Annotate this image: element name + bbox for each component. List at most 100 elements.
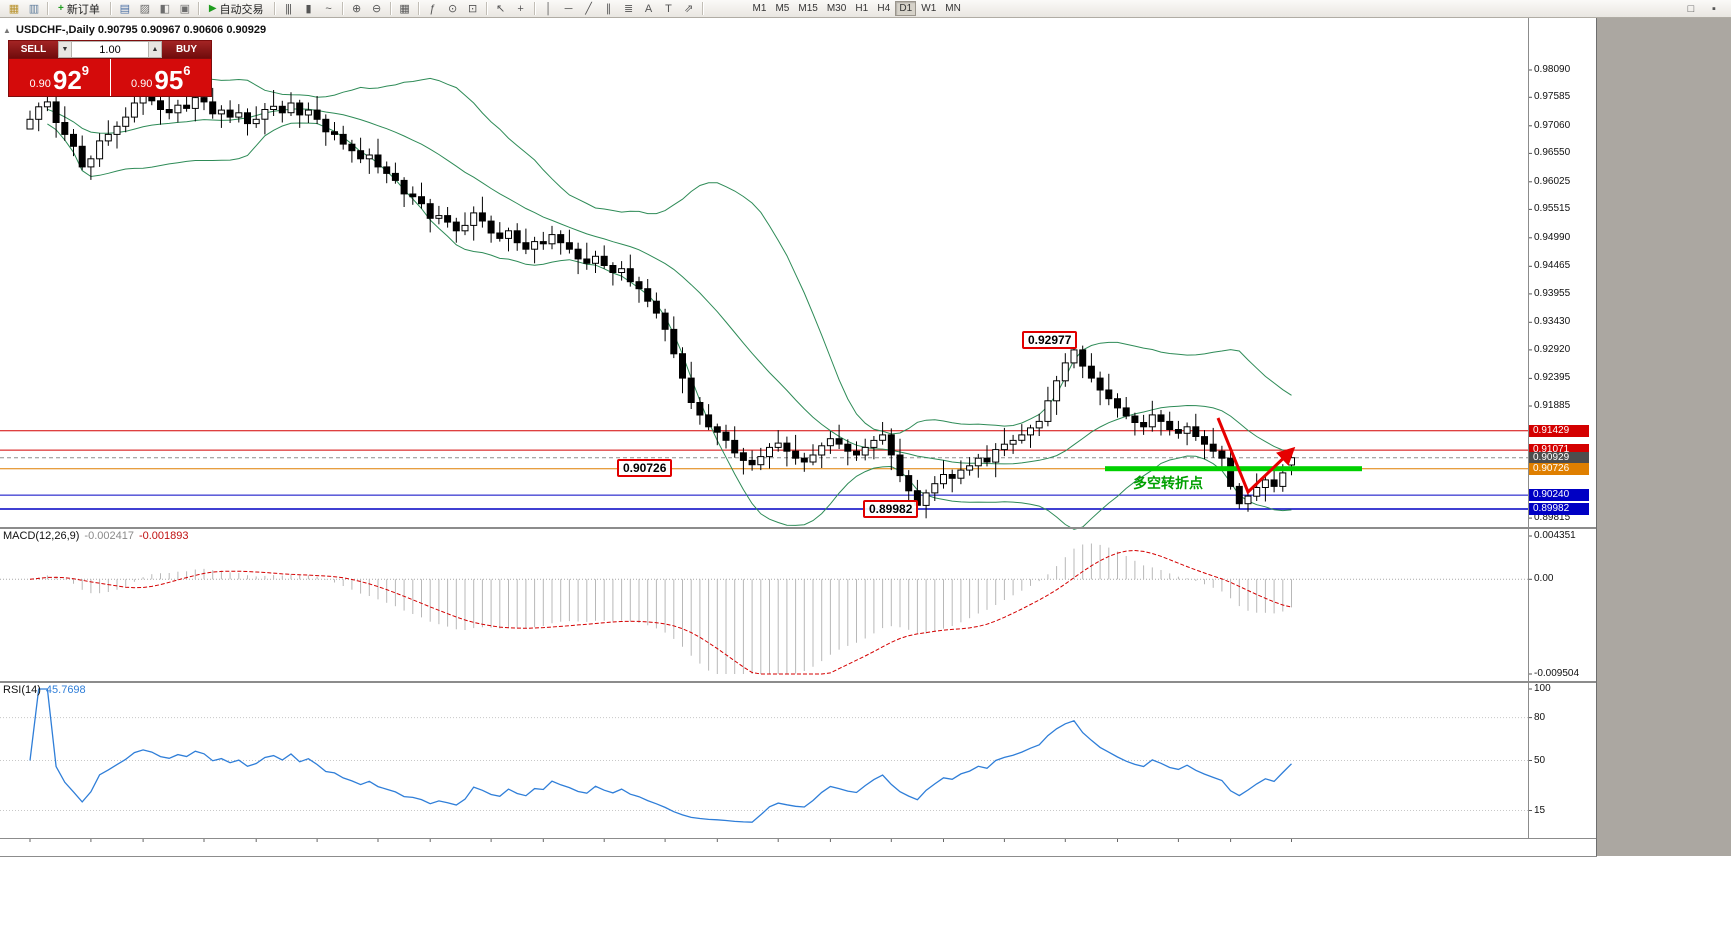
volume-input[interactable] [72,41,148,58]
timeframe-button-m30[interactable]: M30 [823,1,850,16]
chart-list-icon[interactable]: □ [1687,2,1695,15]
price-annotation-0.92977[interactable]: 0.92977 [1022,331,1078,349]
volume-increase-button[interactable]: ▲ [148,41,162,58]
price-annotation-0.90726[interactable]: 0.90726 [617,459,673,477]
timeframe-button-w1[interactable]: W1 [917,1,940,16]
horizontal-line-icon[interactable]: ─ [564,2,573,15]
time-axis-line [0,838,1597,839]
rsi-scale-label: 100 [1534,683,1551,694]
timeframe-button-h4[interactable]: H4 [873,1,894,16]
data-window-icon[interactable]: ▨ [139,3,150,15]
price-tag-0.90929: 0.90929 [1529,451,1589,464]
rsi-scale-label: 80 [1534,711,1546,723]
timeframe-button-h1[interactable]: H1 [851,1,872,16]
cursor-icon[interactable]: ↖ [495,3,505,15]
workspace-icon[interactable]: ▪ [1712,2,1716,15]
timeframe-toolbar: M1 M5 M15 M30 H1 H4 D1 W1 MN [749,1,965,16]
ask-price-button[interactable]: 0.90 95 6 [110,59,211,96]
pivot-point-label[interactable]: 多空转折点 [1133,475,1203,491]
buy-button[interactable]: BUY [162,41,211,58]
price-annotation-0.89982[interactable]: 0.89982 [863,500,919,518]
price-scale-label: 0.91885 [1534,399,1571,411]
price-scale-label: 0.92920 [1534,343,1571,355]
periods-icon[interactable]: ⊙ [447,3,457,15]
new-order-button[interactable]: + 新订单 [52,1,106,16]
price-tag-0.89982: 0.89982 [1529,503,1589,516]
autotrading-icon: ▶ [208,3,217,14]
ask-price-big: 95 [154,65,184,95]
timeframe-button-m1[interactable]: M1 [749,1,771,16]
line-chart-icon[interactable]: ~ [325,2,331,15]
indicators-icon[interactable]: ƒ [429,2,435,15]
zoom-out-icon[interactable]: ⊖ [371,3,381,15]
chart-window-border [1596,18,1597,856]
main-toolbar: ▦ ▥ + 新订单 ▤ ▨ ◧ ▣ ▶ 自动交易 ||| ▮ ~ ⊕ ⊖ ▦ ƒ ⊙ ⊡ ↖ + │ ─ ╱ ∥ ≣ A T ⇗ M1 M… [0,0,1731,18]
price-scale-label: 0.94990 [1534,231,1571,243]
trendline-icon[interactable]: ╱ [585,3,592,15]
timeframe-button-m15[interactable]: M15 [794,1,821,16]
text-icon[interactable]: A [644,2,652,15]
volume-decrease-button[interactable]: ▼ [58,41,72,58]
autotrading-button-label: 自动交易 [219,3,264,16]
price-tag-0.90726: 0.90726 [1529,462,1589,475]
timeframe-button-d1[interactable]: D1 [895,1,917,16]
toolbar-separator [701,2,703,15]
bid-price-button[interactable]: 0.90 92 9 [9,59,110,96]
toolbar-separator [485,2,487,15]
new-order-button-label: 新订单 [66,3,100,16]
candlestick-chart-icon[interactable]: ▮ [305,3,312,15]
volume-control: ▼ ▲ [58,41,162,58]
price-scale-label: 0.92395 [1534,372,1571,384]
chart-window-bottom-border [0,856,1597,857]
rsi-scale-label: 50 [1534,754,1546,766]
autotrading-button[interactable]: ▶ 自动交易 [203,1,270,16]
macd-scale-label: -0.009504 [1534,668,1580,679]
label-icon[interactable]: T [665,2,672,15]
templates-icon[interactable]: ⊡ [467,3,477,15]
price-scale-border [1528,18,1529,838]
price-scale-label: 0.93955 [1534,287,1571,299]
toolbar-separator [417,2,419,15]
timeframe-button-mn[interactable]: MN [941,1,965,16]
price-scale-label: 0.96025 [1534,175,1571,187]
macd-scale-label: 0.00 [1534,573,1554,585]
price-scale-label: 0.95515 [1534,203,1571,215]
market-watch-icon[interactable]: ▤ [119,3,130,15]
bid-price-pip: 9 [81,63,90,78]
price-scale-label: 0.97585 [1534,91,1571,103]
one-click-trading-toggle[interactable]: ▲ [3,26,11,35]
terminal-icon[interactable]: ▣ [179,3,190,15]
toolbar-separator [47,2,48,15]
price-tag-0.90240: 0.90240 [1529,489,1589,502]
macd-signal-value: -0.001893 [138,530,189,542]
rsi-panel-splitter[interactable] [0,681,1597,683]
new-order-icon: + [58,3,64,14]
channel-icon[interactable]: ∥ [605,3,612,15]
zoom-in-icon[interactable]: ⊕ [351,3,361,15]
chart-profiles-icon[interactable]: ▥ [28,3,39,15]
timeframe-button-m5[interactable]: M5 [771,1,793,16]
toolbar-separator [109,2,111,15]
sell-button[interactable]: SELL [9,41,58,58]
crosshair-icon[interactable]: + [517,2,523,15]
price-scale-label: 0.98090 [1534,63,1571,75]
toolbar-separator [533,2,535,15]
navigator-icon[interactable]: ◧ [159,3,170,15]
bar-chart-icon[interactable]: ||| [285,2,292,15]
toolbar-separator [389,2,391,15]
rsi-value: 45.7698 [45,684,86,696]
price-tag-0.91429: 0.91429 [1529,424,1589,437]
toolbar-separator [273,2,275,15]
ask-price-pip: 6 [183,63,191,78]
new-chart-icon[interactable]: ▦ [8,3,19,15]
arrows-icon[interactable]: ⇗ [683,3,693,15]
macd-scale-label: 0.004351 [1534,530,1576,541]
fibonacci-icon[interactable]: ≣ [623,3,633,15]
time-scale[interactable] [0,839,1528,856]
chart-title: USDCHF-,Daily 0.90795 0.90967 0.90606 0.… [16,24,267,36]
bid-price-big: 92 [52,65,82,95]
macd-panel-splitter[interactable] [0,527,1597,529]
tile-windows-icon[interactable]: ▦ [399,3,409,15]
vertical-line-icon[interactable]: │ [545,2,552,15]
